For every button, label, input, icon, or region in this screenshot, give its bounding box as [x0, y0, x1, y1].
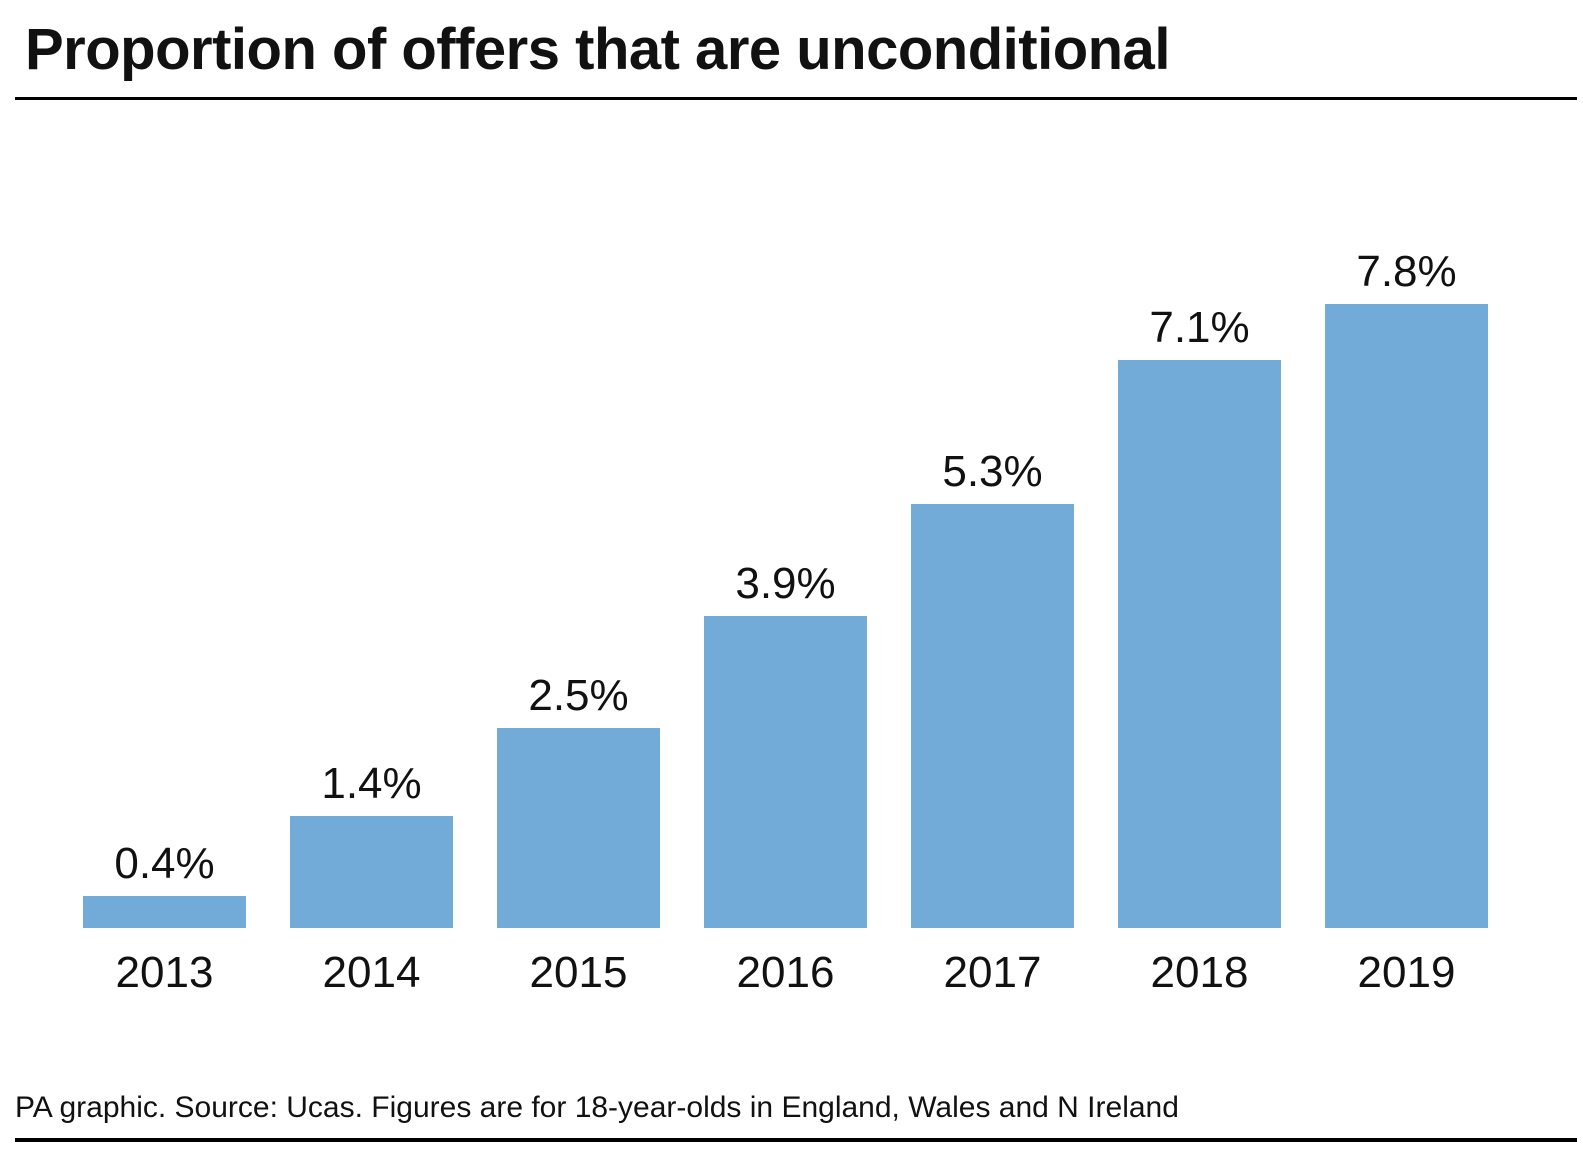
value-label-2013: 0.4% [114, 839, 214, 888]
footer-divider [15, 1138, 1577, 1142]
bar-2017 [911, 504, 1074, 928]
chart-title: Proportion of offers that are unconditio… [25, 17, 1170, 82]
bar-group [83, 304, 1488, 928]
value-label-group: 0.4% 1.4% 2.5% 3.9% 5.3% 7.1% 7.8% [114, 247, 1456, 888]
title-divider [15, 97, 1577, 100]
bar-2019 [1325, 304, 1488, 928]
bar-2018 [1118, 360, 1281, 928]
value-label-2019: 7.8% [1356, 247, 1456, 296]
bar-2015 [497, 728, 660, 928]
bar-2016 [704, 616, 867, 928]
source-note: PA graphic. Source: Ucas. Figures are fo… [15, 1091, 1179, 1124]
x-tick-label-2017: 2017 [944, 948, 1042, 997]
x-tick-label-2015: 2015 [530, 948, 628, 997]
value-label-2018: 7.1% [1149, 303, 1249, 352]
bar-2013 [83, 896, 246, 928]
value-label-2016: 3.9% [735, 559, 835, 608]
bar-2014 [290, 816, 453, 928]
x-tick-label-2016: 2016 [737, 948, 835, 997]
x-axis-tick-labels: 2013 2014 2015 2016 2017 2018 2019 [116, 948, 1456, 997]
value-label-2015: 2.5% [528, 671, 628, 720]
x-tick-label-2018: 2018 [1151, 948, 1249, 997]
value-label-2017: 5.3% [942, 447, 1042, 496]
value-label-2014: 1.4% [321, 759, 421, 808]
x-tick-label-2013: 2013 [116, 948, 214, 997]
x-tick-label-2014: 2014 [323, 948, 421, 997]
x-tick-label-2019: 2019 [1358, 948, 1456, 997]
